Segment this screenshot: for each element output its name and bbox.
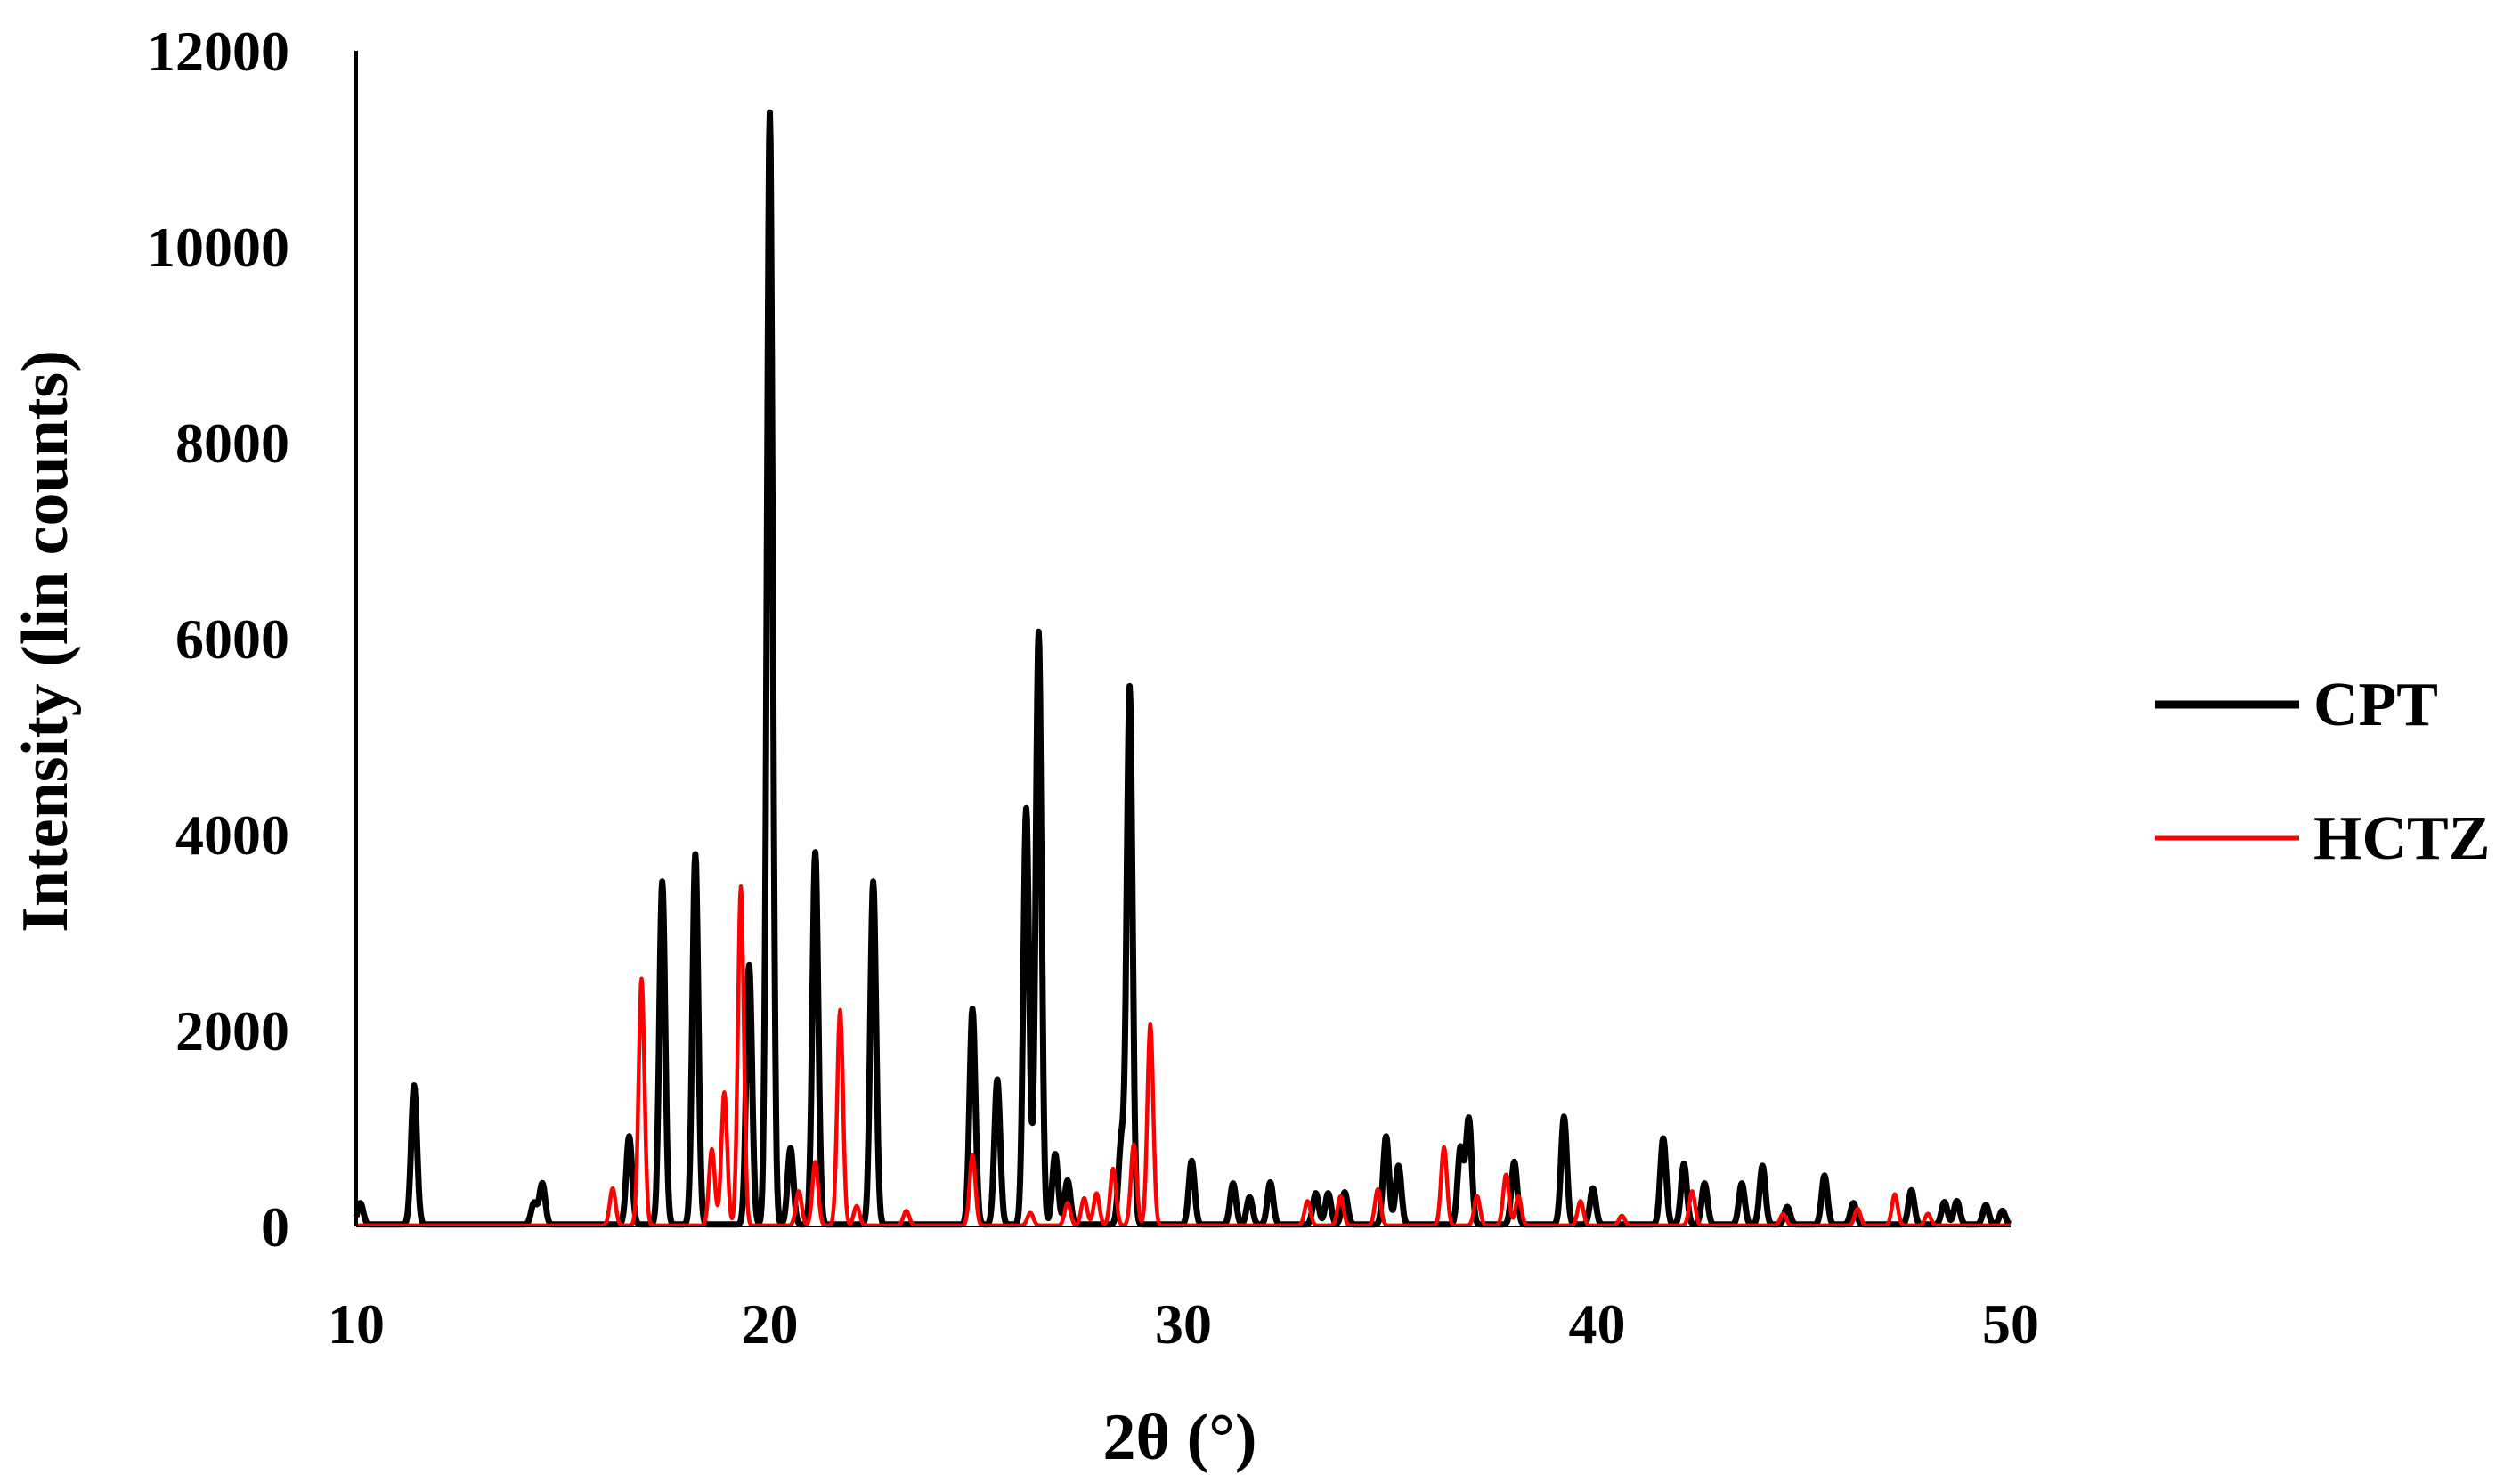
y-tick-label: 8000 (175, 411, 289, 475)
legend-label-hctz: HCTZ (2313, 804, 2490, 873)
x-tick-label: 50 (1982, 1292, 2039, 1356)
y-tick-label: 6000 (175, 607, 289, 671)
y-axis-title: Intensity (lin counts) (9, 350, 82, 933)
axes (354, 51, 2011, 1227)
y-tick-label: 0 (261, 1195, 289, 1259)
x-tick-label: 10 (328, 1292, 385, 1356)
legend: CPT HCTZ (2155, 671, 2490, 873)
x-tick-label: 20 (742, 1292, 799, 1356)
y-tick-label: 4000 (175, 803, 289, 867)
x-tick-label: 40 (1569, 1292, 1626, 1356)
series-line-hctz (354, 884, 2012, 1228)
series-line-cpt (353, 109, 2013, 1228)
legend-label-cpt: CPT (2313, 671, 2438, 739)
x-tick-label: 30 (1155, 1292, 1212, 1356)
legend-item-cpt: CPT (2155, 671, 2438, 739)
y-tick-label: 2000 (175, 999, 289, 1063)
x-axis-title: 2θ (°) (1102, 1401, 1256, 1474)
x-tick-labels: 10 20 30 40 50 (328, 1292, 2039, 1356)
plot-area (353, 109, 2013, 1228)
legend-item-hctz: HCTZ (2155, 804, 2490, 873)
y-tick-label: 12000 (147, 20, 289, 83)
y-tick-label: 10000 (147, 216, 289, 279)
y-tick-labels: 0 2000 4000 6000 8000 10000 12000 (147, 20, 289, 1259)
